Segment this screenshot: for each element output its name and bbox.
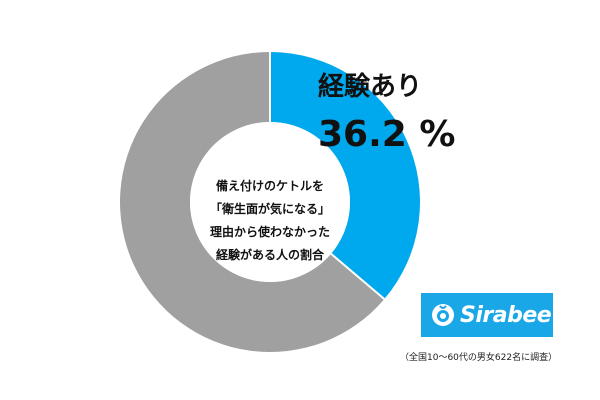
donut-center-label: 備え付けのケトルを 「衛生面が気になる」 理由から使わなかった 経験がある人の割… (190, 175, 350, 267)
center-line-3: 理由から使わなかった (209, 225, 330, 239)
pie-slice-1 (119, 52, 385, 353)
center-line-2: 「衛生面が気になる」 (209, 202, 330, 216)
sirabee-logo-mark-icon (432, 304, 454, 326)
center-line-4: 経験がある人の割合 (215, 248, 324, 262)
slice-separator-1 (330, 253, 386, 300)
center-line-1: 備え付けのケトルを (215, 179, 324, 193)
sirabee-logo: Sirabee (421, 293, 553, 337)
slice-value-label: 36.2 % (318, 114, 456, 155)
logo-text: Sirabee (460, 302, 552, 328)
pie-slice-0 (270, 52, 420, 300)
survey-footnote: （全国10～60代の男女622名に調査） (400, 353, 558, 363)
donut-hole (190, 122, 350, 282)
slice-label: 経験あり (318, 72, 423, 102)
